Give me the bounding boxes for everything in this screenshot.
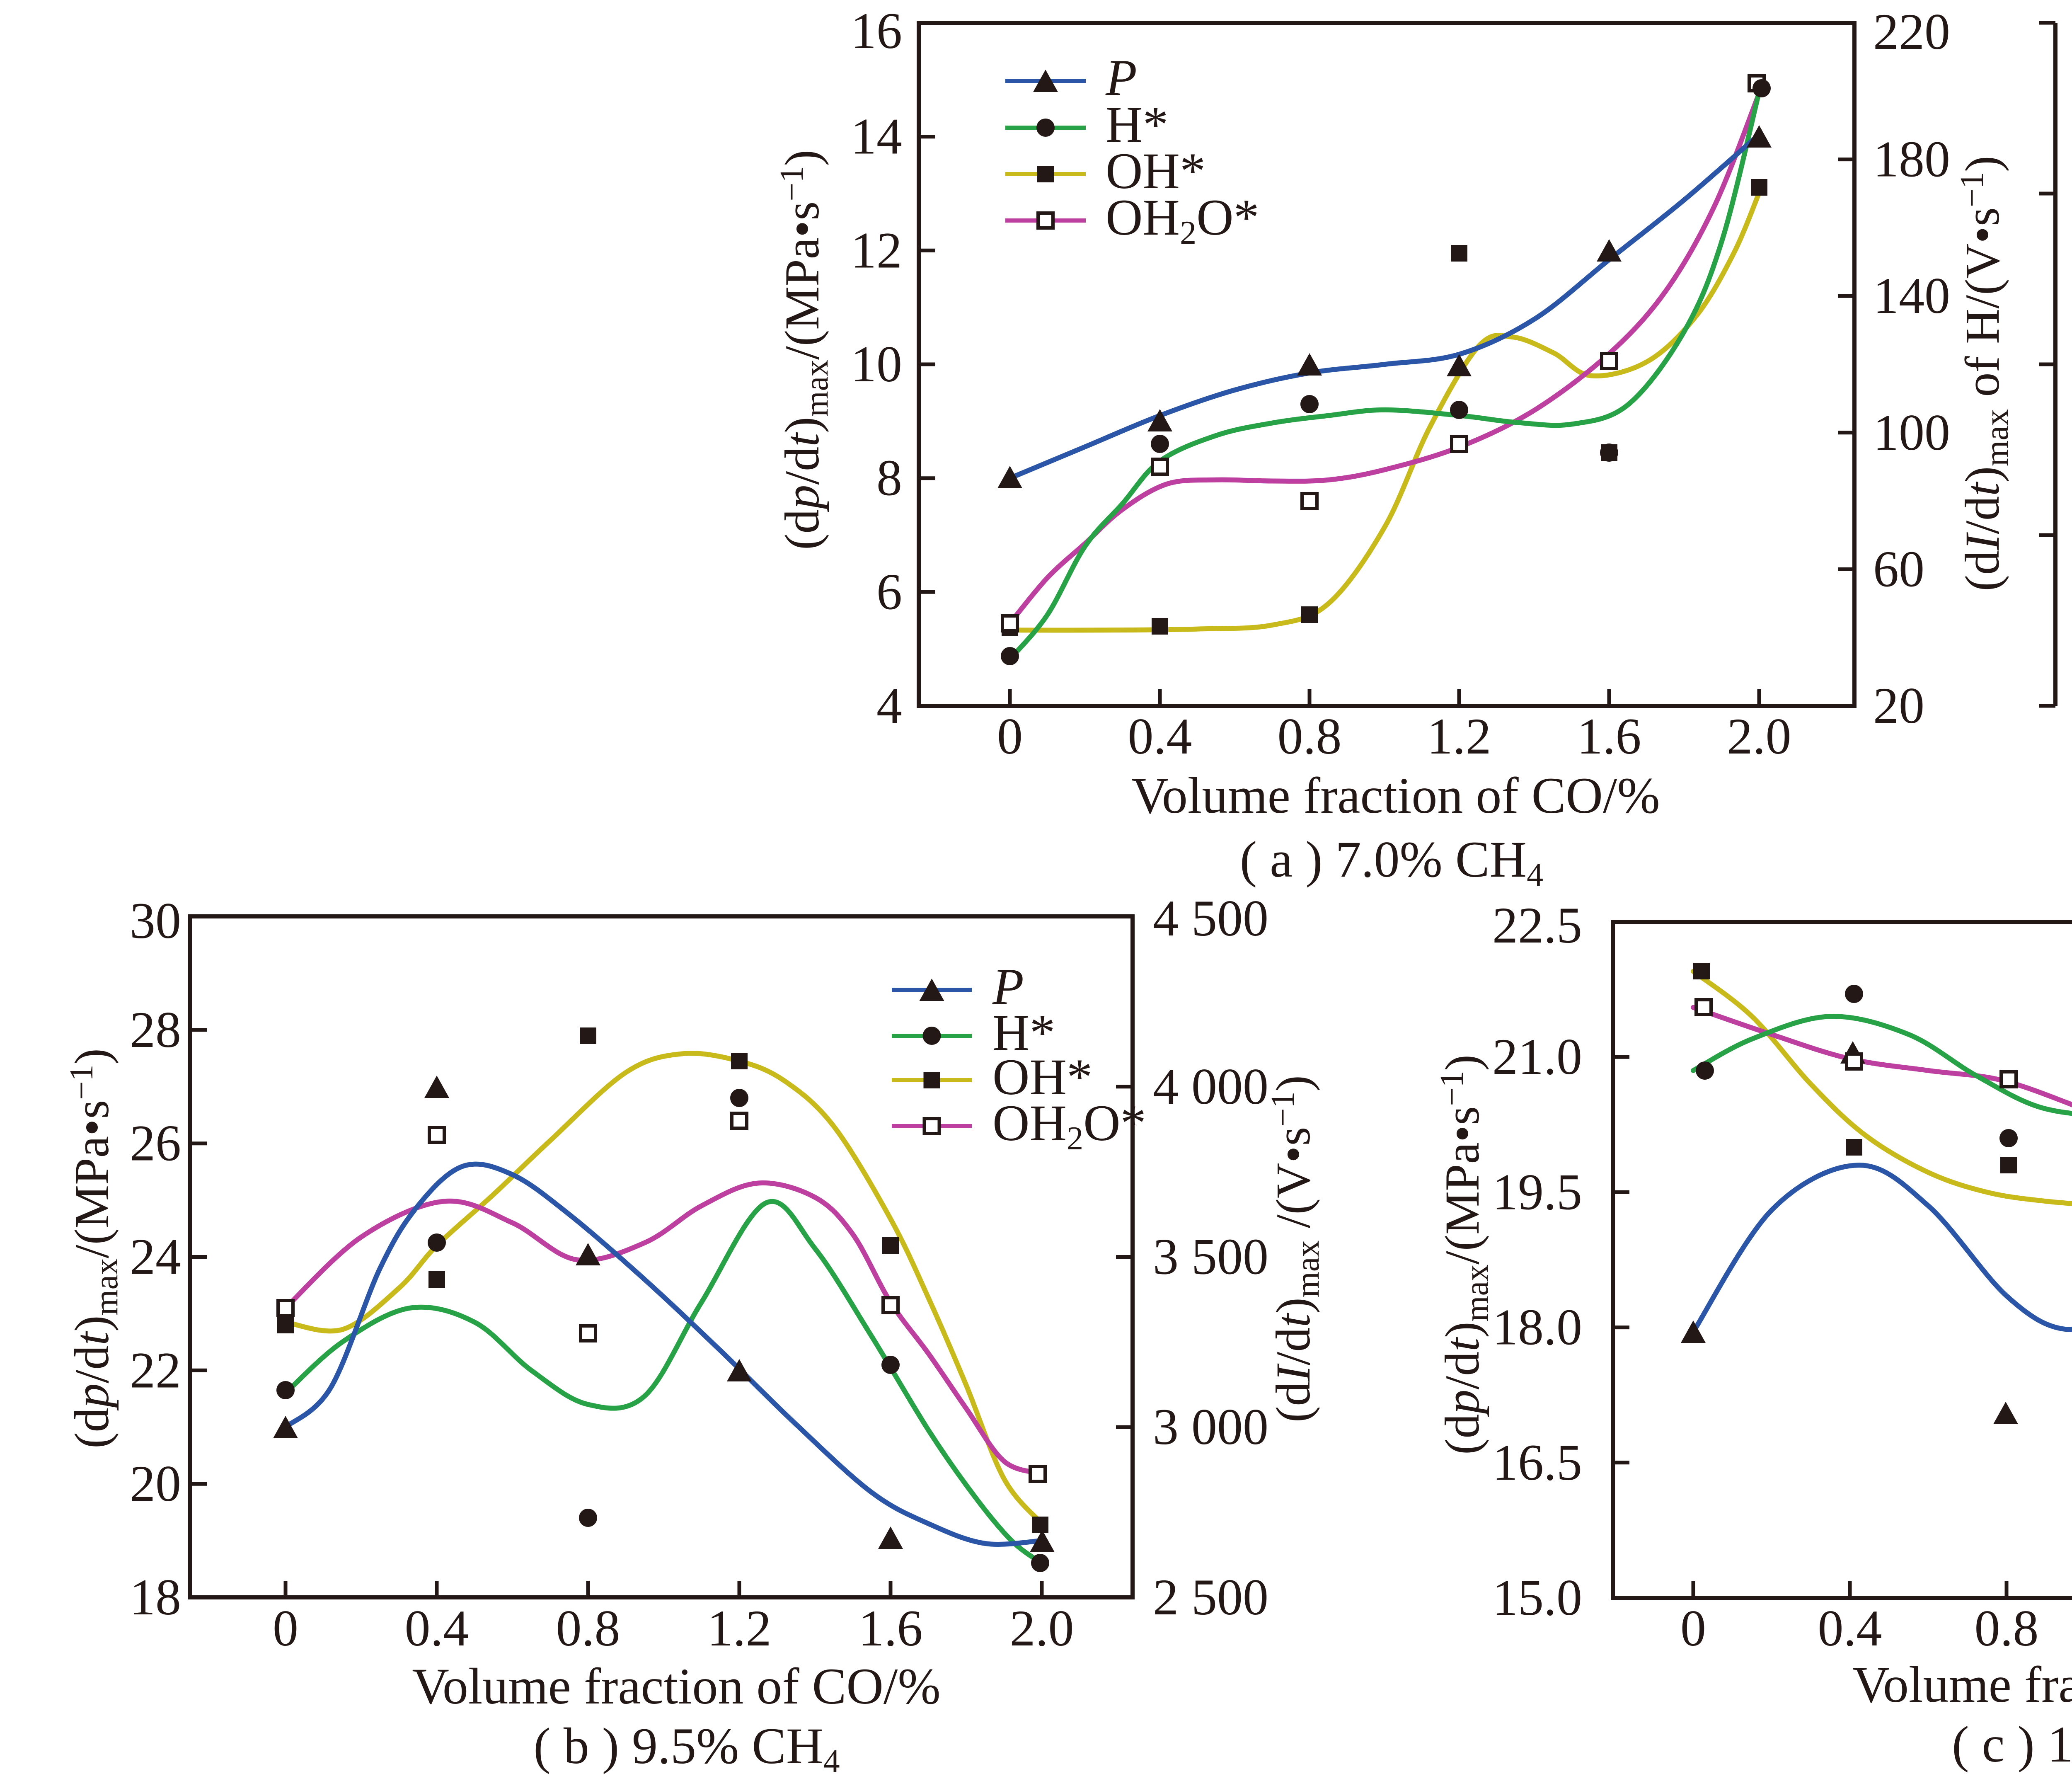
svg-text:0.8: 0.8 [1278,708,1342,765]
svg-text:3 500: 3 500 [1153,1229,1268,1285]
svg-text:OH*: OH* [1106,143,1205,199]
svg-text:P: P [1105,49,1137,106]
svg-text:0: 0 [273,1600,298,1657]
svg-text:24: 24 [130,1229,181,1285]
svg-text:2 500: 2 500 [1153,1569,1268,1626]
svg-text:22: 22 [130,1342,181,1398]
svg-text:1.6: 1.6 [1577,708,1641,765]
svg-text:30: 30 [130,892,181,949]
svg-text:0.4: 0.4 [405,1600,469,1657]
svg-text:180: 180 [1873,131,1950,188]
svg-text:(dp/dt)max​/(MPa•s−1​): (dp/dt)max​/(MPa•s−1​) [1434,1054,1495,1455]
svg-text:Volume fraction of CO/%: Volume fraction of CO/% [1852,1656,2072,1713]
svg-text:16: 16 [851,2,902,59]
svg-text:(dp/dt)max​/(MPa•s−1​): (dp/dt)max​/(MPa•s−1​) [63,1048,125,1449]
svg-text:26: 26 [130,1115,181,1172]
svg-text:20: 20 [130,1455,181,1512]
svg-text:4 000: 4 000 [1153,1058,1268,1115]
svg-text:1.2: 1.2 [707,1600,772,1657]
svg-text:8: 8 [876,450,902,506]
svg-text:( c ) 11.0% CH4​: ( c ) 11.0% CH4​ [1952,1716,2072,1778]
svg-text:0.8: 0.8 [1975,1600,2039,1657]
svg-text:H*: H* [992,1004,1055,1061]
svg-text:(dI/dt)max​ of H/(V•s−1​): (dI/dt)max​ of H/(V•s−1​) [1954,156,2015,591]
svg-text:(dp/dt)max​/(MPa•s−1​): (dp/dt)max​/(MPa•s−1​) [774,150,835,550]
svg-text:1.6: 1.6 [859,1600,923,1657]
svg-text:0: 0 [1680,1600,1706,1657]
svg-text:28: 28 [130,1001,181,1058]
svg-text:16.5: 16.5 [1492,1434,1582,1491]
svg-text:H*: H* [1106,96,1169,153]
svg-text:18.0: 18.0 [1492,1299,1582,1356]
svg-text:Volume fraction of CO/%: Volume fraction of CO/% [412,1658,940,1715]
svg-text:3 000: 3 000 [1153,1398,1268,1455]
svg-text:1.2: 1.2 [1427,708,1491,765]
svg-text:140: 140 [1873,267,1950,324]
svg-text:4: 4 [876,677,902,734]
svg-text:220: 220 [1873,3,1950,60]
svg-text:14: 14 [851,108,902,165]
svg-text:( b ) 9.5% CH4​: ( b ) 9.5% CH4​ [533,1718,840,1779]
svg-text:6: 6 [876,563,902,620]
svg-text:0: 0 [997,708,1023,765]
svg-text:10: 10 [851,336,902,393]
svg-text:4 500: 4 500 [1153,890,1268,947]
svg-text:12: 12 [851,222,902,279]
svg-text:2.0: 2.0 [1727,708,1791,765]
svg-text:P: P [992,958,1024,1015]
svg-text:100: 100 [1873,404,1950,461]
svg-text:15.0: 15.0 [1492,1569,1582,1626]
svg-text:0.4: 0.4 [1128,708,1192,765]
svg-text:21.0: 21.0 [1492,1028,1582,1085]
svg-text:OH*: OH* [992,1049,1092,1105]
svg-text:Volume fraction of CO/%: Volume fraction of CO/% [1131,767,1660,824]
svg-text:0.8: 0.8 [556,1600,620,1657]
svg-text:0.4: 0.4 [1818,1600,1882,1657]
svg-text:18: 18 [130,1569,181,1626]
svg-text:2.0: 2.0 [1010,1600,1074,1657]
svg-text:60: 60 [1873,540,1924,597]
svg-text:22.5: 22.5 [1492,897,1582,954]
svg-text:( a ) 7.0% CH4​: ( a ) 7.0% CH4​ [1240,831,1543,893]
svg-text:19.5: 19.5 [1492,1163,1582,1220]
svg-text:20: 20 [1873,677,1924,734]
